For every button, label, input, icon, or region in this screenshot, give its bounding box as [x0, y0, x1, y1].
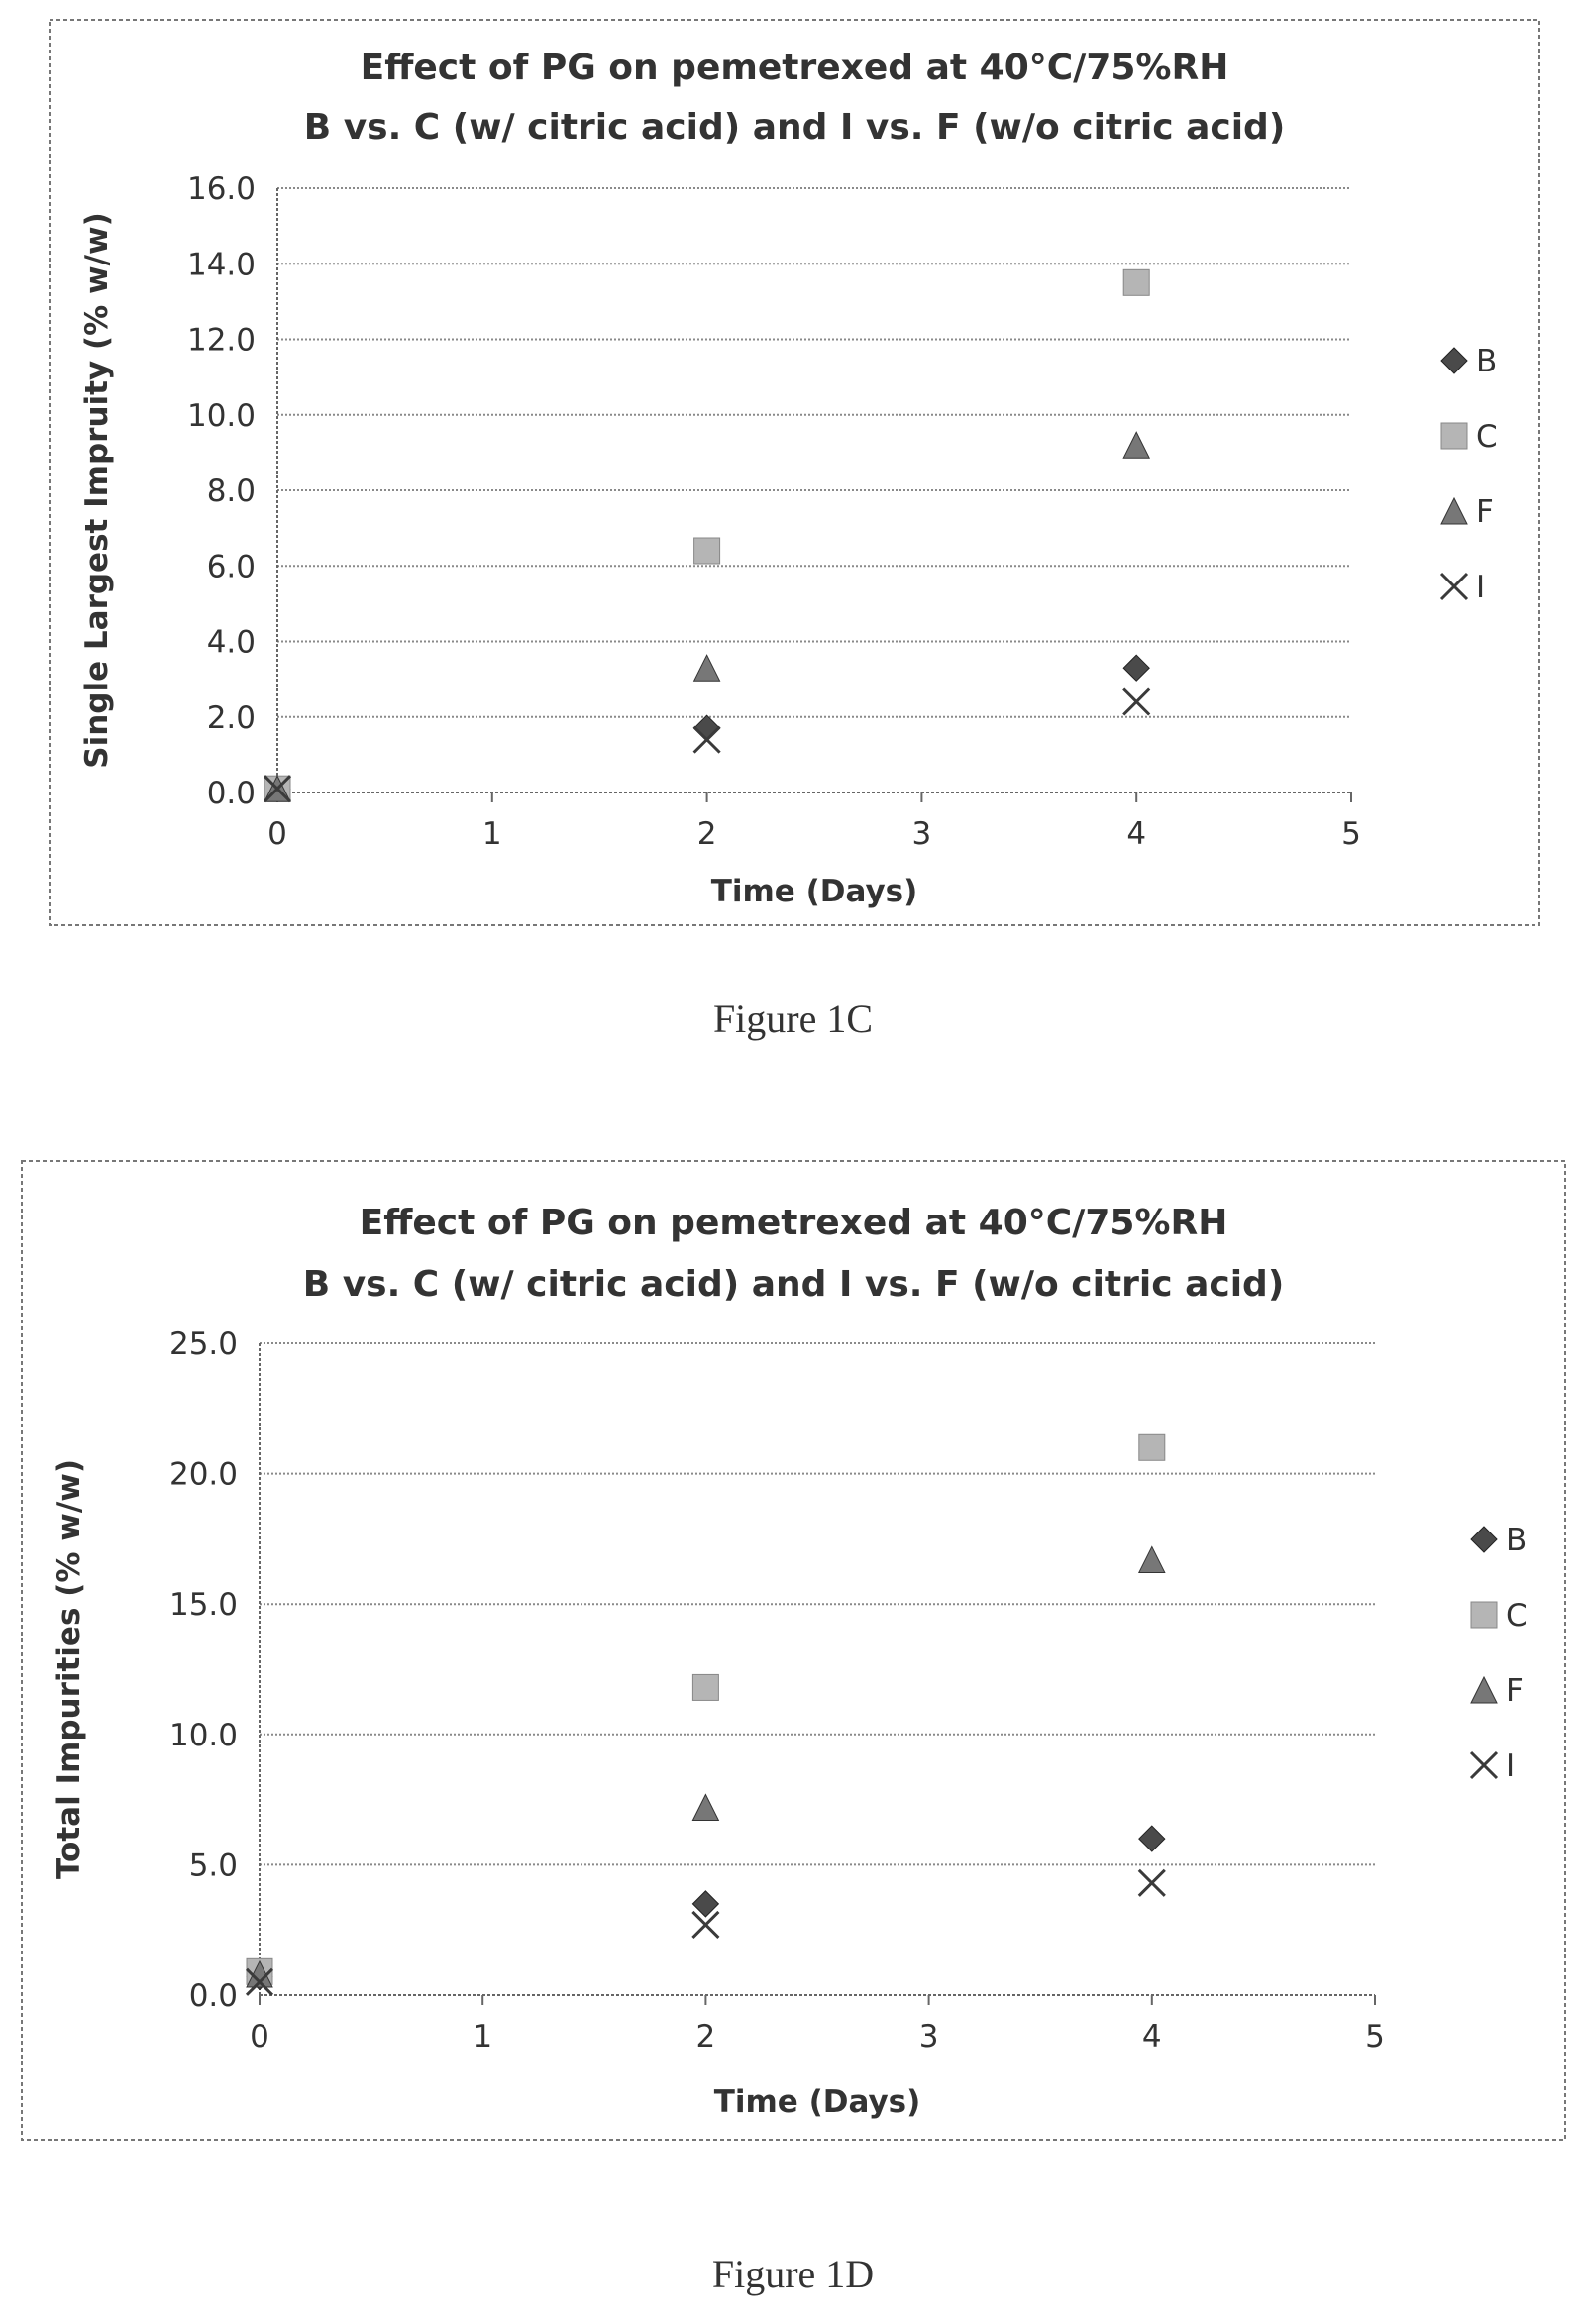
legend-marker-I — [1469, 1750, 1499, 1780]
data-point-C — [693, 537, 721, 565]
y-tick-label: 0.0 — [207, 776, 256, 811]
y-tick-label: 14.0 — [187, 247, 256, 282]
chart-title-line1: Effect of PG on pemetrexed at 40°C/75%RH — [361, 48, 1229, 88]
figure-1d-chart: Effect of PG on pemetrexed at 40°C/75%RH… — [20, 1159, 1567, 2142]
x-tick-label: 0 — [267, 816, 287, 852]
chart-title-line2: B vs. C (w/ citric acid) and I vs. F (w/… — [304, 107, 1286, 148]
y-tick-label: 10.0 — [169, 1718, 238, 1753]
legend-item-B: B — [1440, 344, 1497, 379]
data-point-C — [1122, 268, 1150, 296]
figure-1c-svg: Effect of PG on pemetrexed at 40°C/75%RH… — [49, 19, 1540, 926]
x-tick-label: 2 — [697, 816, 717, 852]
y-tick-label: 15.0 — [169, 1587, 238, 1623]
data-point-F — [1137, 1545, 1166, 1573]
x-tick-label: 4 — [1142, 2019, 1162, 2055]
legend-marker-B — [1440, 347, 1468, 374]
series-I — [245, 1868, 1166, 1996]
data-point-B — [1138, 1825, 1166, 1852]
legend-marker-C — [1470, 1601, 1498, 1629]
legend-label-I: I — [1506, 1748, 1515, 1784]
data-point-F — [1122, 431, 1151, 459]
legend-label-F: F — [1476, 494, 1494, 530]
x-tick-label: 0 — [250, 2019, 269, 2055]
chart-title-line1: Effect of PG on pemetrexed at 40°C/75%RH — [360, 1203, 1228, 1243]
chart-title-line2: B vs. C (w/ citric acid) and I vs. F (w/… — [303, 1264, 1285, 1305]
y-axis-label: Total Impurities (% w/w) — [52, 1459, 87, 1879]
data-point-I — [245, 1967, 274, 1996]
x-tick-label: 1 — [473, 2019, 492, 2055]
legend-item-B: B — [1470, 1523, 1527, 1558]
data-point-I — [263, 775, 292, 803]
x-tick-label: 1 — [482, 816, 502, 852]
y-tick-label: 20.0 — [169, 1457, 238, 1493]
y-tick-label: 6.0 — [207, 549, 256, 584]
legend-item-C: C — [1470, 1598, 1528, 1634]
legend-item-I: I — [1469, 1748, 1515, 1784]
legend-marker-I — [1439, 572, 1469, 601]
x-tick-label: 3 — [912, 816, 932, 852]
x-axis-label: Time (Days) — [714, 2084, 921, 2120]
legend-marker-C — [1440, 422, 1468, 450]
data-point-C — [691, 1673, 719, 1701]
legend-marker-F — [1470, 1675, 1498, 1704]
data-point-B — [1122, 654, 1150, 682]
chart-frame-border — [21, 1160, 1566, 2141]
legend-item-F: F — [1470, 1673, 1524, 1709]
legend-marker-F — [1440, 496, 1468, 525]
y-tick-label: 25.0 — [169, 1326, 238, 1362]
figure-1c-chart: Effect of PG on pemetrexed at 40°C/75%RH… — [48, 18, 1541, 927]
x-tick-label: 5 — [1341, 816, 1361, 852]
legend-label-F: F — [1506, 1673, 1524, 1709]
y-tick-label: 5.0 — [189, 1848, 238, 1883]
y-tick-label: 0.0 — [189, 1978, 238, 2014]
legend-label-B: B — [1476, 344, 1497, 379]
data-point-F — [691, 1793, 720, 1821]
data-point-F — [692, 654, 721, 682]
y-tick-label: 10.0 — [187, 398, 256, 434]
data-point-I — [692, 725, 721, 754]
data-point-C — [1138, 1433, 1166, 1461]
y-tick-label: 4.0 — [207, 625, 256, 661]
figure-1c-caption: Figure 1C — [712, 997, 874, 1041]
chart-frame-border — [49, 19, 1540, 926]
legend-label-C: C — [1506, 1598, 1528, 1634]
legend-item-C: C — [1440, 419, 1498, 455]
legend-label-B: B — [1506, 1523, 1527, 1558]
legend-item-I: I — [1439, 570, 1485, 605]
x-tick-label: 3 — [919, 2019, 939, 2055]
figure-1d-caption: Figure 1D — [711, 2252, 875, 2296]
y-axis-label: Single Largest Impruity (% w/w) — [79, 212, 115, 769]
legend-item-F: F — [1440, 494, 1494, 530]
y-tick-label: 16.0 — [187, 171, 256, 207]
x-axis-label: Time (Days) — [711, 874, 918, 909]
legend-label-I: I — [1476, 570, 1485, 605]
y-tick-label: 2.0 — [207, 700, 256, 736]
data-point-I — [691, 1910, 720, 1939]
legend-label-C: C — [1476, 419, 1498, 455]
figure-1d-svg: Effect of PG on pemetrexed at 40°C/75%RH… — [21, 1160, 1566, 2141]
legend-marker-B — [1470, 1526, 1498, 1553]
series-I — [263, 687, 1151, 803]
data-point-I — [1122, 687, 1151, 716]
y-tick-label: 8.0 — [207, 474, 256, 509]
x-tick-label: 5 — [1365, 2019, 1385, 2055]
x-tick-label: 2 — [696, 2019, 716, 2055]
y-tick-label: 12.0 — [187, 323, 256, 359]
data-point-I — [1137, 1868, 1166, 1897]
x-tick-label: 4 — [1126, 816, 1146, 852]
data-point-B — [691, 1890, 720, 1918]
